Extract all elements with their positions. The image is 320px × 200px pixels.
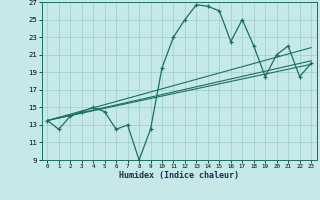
X-axis label: Humidex (Indice chaleur): Humidex (Indice chaleur) (119, 171, 239, 180)
